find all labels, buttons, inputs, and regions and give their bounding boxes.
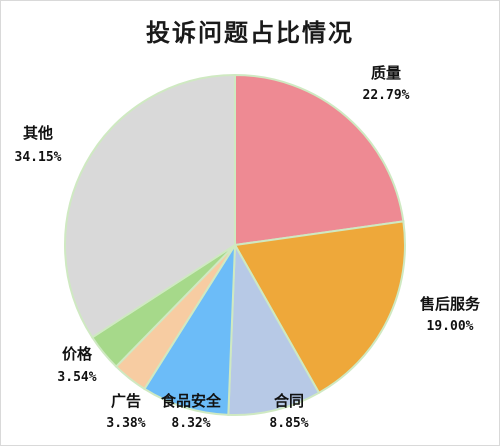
slice-percent-5: 3.38%	[106, 416, 145, 431]
slice-label-7: 其他	[23, 124, 53, 142]
slice-percent-6: 3.54%	[57, 370, 96, 385]
slice-label-4: 食品安全	[161, 392, 222, 410]
slice-label-1: 质量	[371, 64, 401, 82]
slice-label-6: 价格	[62, 345, 93, 363]
pie-slice-3	[227, 241, 321, 416]
slice-label-3: 合同	[273, 392, 304, 410]
pie-slice-4	[143, 241, 237, 416]
chart-title: 投诉问题占比情况	[146, 18, 354, 47]
slice-percent-3: 8.85%	[269, 416, 308, 431]
slice-label-5: 广告	[111, 392, 141, 410]
slice-percent-7: 34.15%	[15, 150, 62, 165]
pie-slice-2	[233, 220, 406, 395]
pie-slice-1	[234, 73, 405, 247]
slice-percent-4: 8.32%	[171, 416, 210, 431]
slice-percent-2: 19.00%	[427, 319, 474, 334]
pie-slice-7	[64, 73, 236, 339]
slice-label-2: 售后服务	[420, 295, 481, 313]
slice-percent-1: 22.79%	[363, 88, 410, 103]
pie-labels: 质量 22.79% 售后服务 19.00% 合同 8.85% 食品安全 8.32% 广告 3.38…	[15, 64, 481, 431]
pie-slices	[64, 73, 406, 416]
